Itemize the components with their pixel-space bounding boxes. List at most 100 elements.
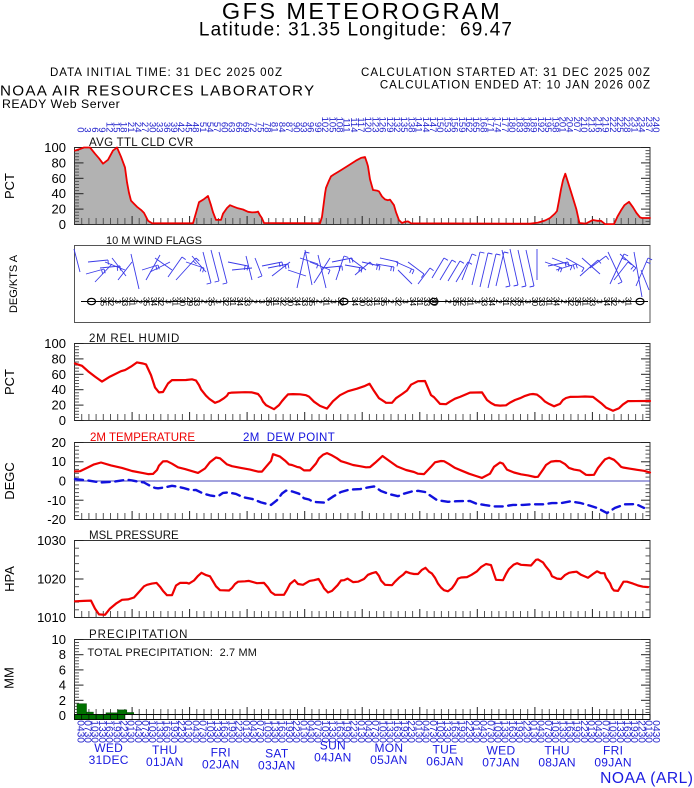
- svg-text:102: 102: [319, 117, 330, 133]
- svg-text:40: 40: [52, 186, 66, 201]
- svg-text:2230: 2230: [405, 720, 416, 743]
- svg-text:31: 31: [171, 297, 181, 307]
- svg-text:183: 183: [513, 117, 524, 133]
- svg-text:0430: 0430: [477, 720, 488, 743]
- svg-text:THU: THU: [152, 743, 178, 757]
- svg-text:3: 3: [82, 127, 93, 132]
- svg-text:31: 31: [228, 297, 238, 307]
- svg-text:1930: 1930: [398, 720, 409, 743]
- svg-text:32: 32: [458, 297, 468, 307]
- svg-text:0130: 0130: [355, 720, 366, 743]
- svg-text:3: 3: [214, 299, 224, 304]
- svg-text:30: 30: [286, 297, 296, 307]
- svg-text:32: 32: [278, 297, 288, 307]
- svg-text:40: 40: [52, 382, 66, 397]
- svg-text:35: 35: [307, 297, 317, 307]
- svg-text:156: 156: [449, 117, 460, 133]
- svg-text:0730: 0730: [484, 720, 495, 743]
- svg-text:132: 132: [391, 117, 402, 133]
- svg-text:31: 31: [271, 297, 281, 307]
- svg-text:57: 57: [211, 122, 222, 133]
- svg-text:0: 0: [59, 708, 66, 723]
- svg-text:1930: 1930: [628, 720, 639, 743]
- svg-text:34: 34: [293, 297, 303, 307]
- svg-text:1630: 1630: [276, 720, 287, 743]
- svg-text:222: 222: [607, 117, 618, 133]
- svg-text:2: 2: [616, 299, 626, 304]
- svg-text:135: 135: [398, 117, 409, 133]
- svg-text:1930: 1930: [341, 720, 352, 743]
- svg-text:24: 24: [132, 122, 143, 133]
- svg-text:33: 33: [154, 122, 165, 133]
- svg-text:0730: 0730: [369, 720, 380, 743]
- svg-text:100: 100: [44, 336, 66, 351]
- svg-text:228: 228: [621, 117, 632, 133]
- svg-text:35: 35: [264, 297, 274, 307]
- svg-text:198: 198: [549, 117, 560, 133]
- svg-text:33: 33: [365, 297, 375, 307]
- svg-text:0430: 0430: [247, 720, 258, 743]
- svg-text:0730: 0730: [427, 720, 438, 743]
- svg-text:60: 60: [218, 122, 229, 133]
- svg-text:-20: -20: [47, 512, 66, 527]
- svg-text:AVG TTL CLD CVR: AVG TTL CLD CVR: [89, 137, 194, 149]
- svg-text:1030: 1030: [319, 720, 330, 743]
- svg-text:31: 31: [465, 297, 475, 307]
- svg-text:2: 2: [59, 693, 66, 708]
- svg-text:120: 120: [362, 117, 373, 133]
- svg-text:34: 34: [235, 297, 245, 307]
- svg-text:189: 189: [528, 117, 539, 133]
- svg-text:1630: 1630: [506, 720, 517, 743]
- svg-text:01JAN: 01JAN: [146, 755, 184, 769]
- svg-text:129: 129: [384, 117, 395, 133]
- svg-text:1030: 1030: [89, 720, 100, 743]
- svg-text:2: 2: [314, 299, 324, 304]
- svg-text:150: 150: [434, 117, 445, 133]
- svg-text:87: 87: [283, 122, 294, 133]
- svg-text:MM: MM: [2, 667, 17, 689]
- svg-text:2: 2: [199, 299, 209, 304]
- svg-text:31: 31: [127, 297, 137, 307]
- svg-text:81: 81: [269, 122, 280, 133]
- svg-text:30: 30: [178, 297, 188, 307]
- svg-text:48: 48: [190, 122, 201, 133]
- svg-text:31DEC: 31DEC: [89, 753, 129, 767]
- svg-text:1330: 1330: [556, 720, 567, 743]
- svg-text:31: 31: [322, 297, 332, 307]
- svg-text:0130: 0130: [585, 720, 596, 743]
- svg-text:108: 108: [334, 117, 345, 133]
- svg-text:20: 20: [52, 398, 66, 413]
- svg-text:2: 2: [444, 299, 454, 304]
- svg-text:0730: 0730: [139, 720, 150, 743]
- svg-text:1030: 1030: [434, 720, 445, 743]
- svg-text:2230: 2230: [233, 720, 244, 743]
- svg-text:0430: 0430: [305, 720, 316, 743]
- svg-text:0130: 0130: [528, 720, 539, 743]
- svg-text:1630: 1630: [218, 720, 229, 743]
- svg-text:READY Web Server: READY Web Server: [2, 97, 120, 111]
- svg-text:35: 35: [573, 297, 583, 307]
- svg-text:153: 153: [441, 117, 452, 133]
- svg-text:PRECIPITATION: PRECIPITATION: [89, 629, 188, 641]
- svg-text:45: 45: [182, 122, 193, 133]
- svg-text:0: 0: [59, 474, 66, 489]
- svg-text:33: 33: [242, 297, 252, 307]
- svg-text:1030: 1030: [204, 720, 215, 743]
- svg-text:3: 3: [401, 299, 411, 304]
- svg-text:10: 10: [52, 454, 66, 469]
- svg-text:237: 237: [643, 117, 654, 133]
- svg-text:32: 32: [393, 297, 403, 307]
- svg-text:0430: 0430: [189, 720, 200, 743]
- svg-text:08JAN: 08JAN: [538, 756, 576, 770]
- svg-text:2230: 2230: [463, 720, 474, 743]
- svg-text:207: 207: [571, 117, 582, 133]
- svg-text:2M DEW POINT: 2M DEW POINT: [243, 432, 335, 444]
- svg-text:144: 144: [420, 117, 431, 133]
- svg-text:10: 10: [52, 632, 66, 647]
- svg-text:1630: 1630: [103, 720, 114, 743]
- svg-text:1630: 1630: [333, 720, 344, 743]
- svg-text:168: 168: [477, 117, 488, 133]
- svg-text:0730: 0730: [82, 720, 93, 743]
- svg-text:123: 123: [369, 117, 380, 133]
- svg-text:CALCULATION ENDED AT: 10 JAN 2: CALCULATION ENDED AT: 10 JAN 2026 00Z: [380, 80, 651, 92]
